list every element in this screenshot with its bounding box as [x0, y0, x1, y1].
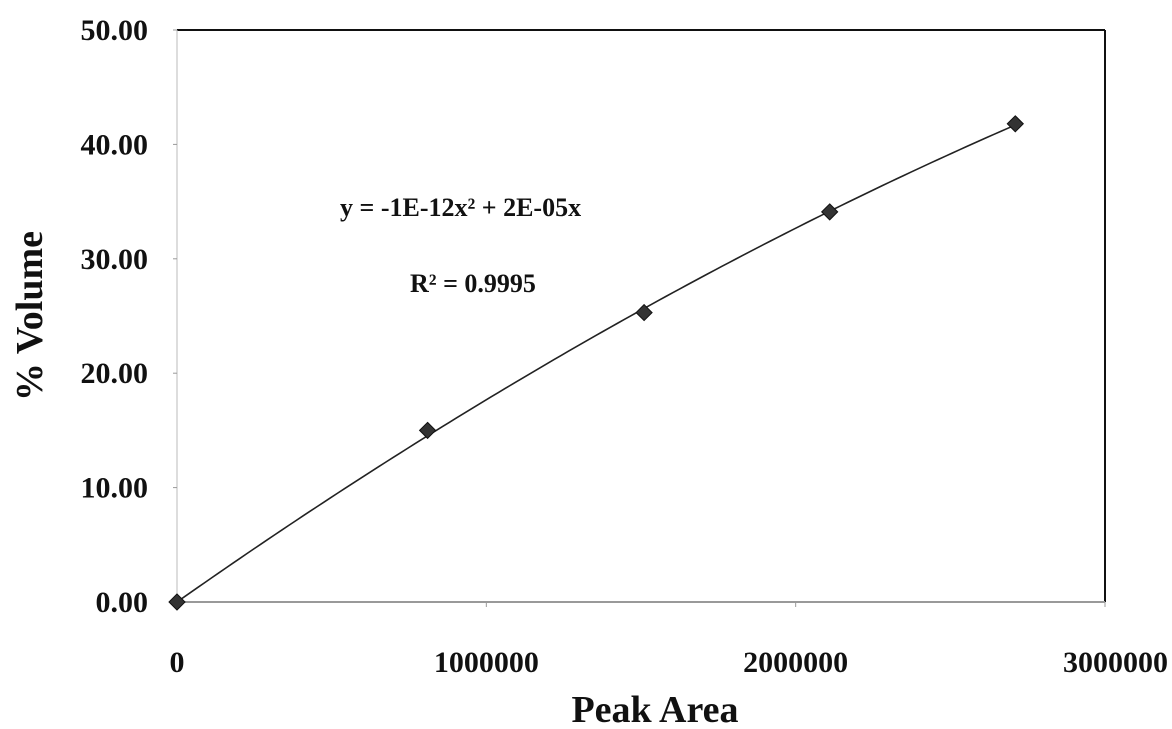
y-tick-label: 20.00 — [81, 357, 149, 390]
x-tick-label: 3000000 — [1063, 646, 1168, 679]
r-squared-label: R² = 0.9995 — [410, 269, 536, 298]
data-point — [635, 303, 653, 322]
x-tick-label: 1000000 — [434, 646, 539, 679]
x-ticks: 0 1000000 2000000 3000000 — [170, 602, 1168, 679]
x-tick-label: 0 — [170, 646, 185, 679]
axes — [176, 29, 1106, 603]
x-tick-label: 2000000 — [743, 646, 848, 679]
y-axis-title: % Volume — [9, 231, 51, 401]
y-tick-label: 30.00 — [81, 243, 149, 276]
data-point — [1006, 115, 1025, 133]
y-tick-label: 10.00 — [81, 472, 149, 505]
data-point — [418, 421, 437, 440]
y-tick-label: 50.00 — [81, 14, 149, 47]
y-ticks: 0.00 10.00 20.00 30.00 40.00 50.00 — [81, 14, 177, 619]
trendline — [176, 124, 1016, 603]
data-point — [168, 593, 186, 611]
y-tick-label: 40.00 — [81, 128, 149, 161]
trendline-equation: y = -1E-12x² + 2E-05x — [340, 193, 581, 222]
data-markers — [168, 115, 1025, 611]
x-axis-title: Peak Area — [571, 689, 738, 729]
data-point — [820, 203, 839, 221]
y-tick-label: 0.00 — [96, 586, 149, 619]
